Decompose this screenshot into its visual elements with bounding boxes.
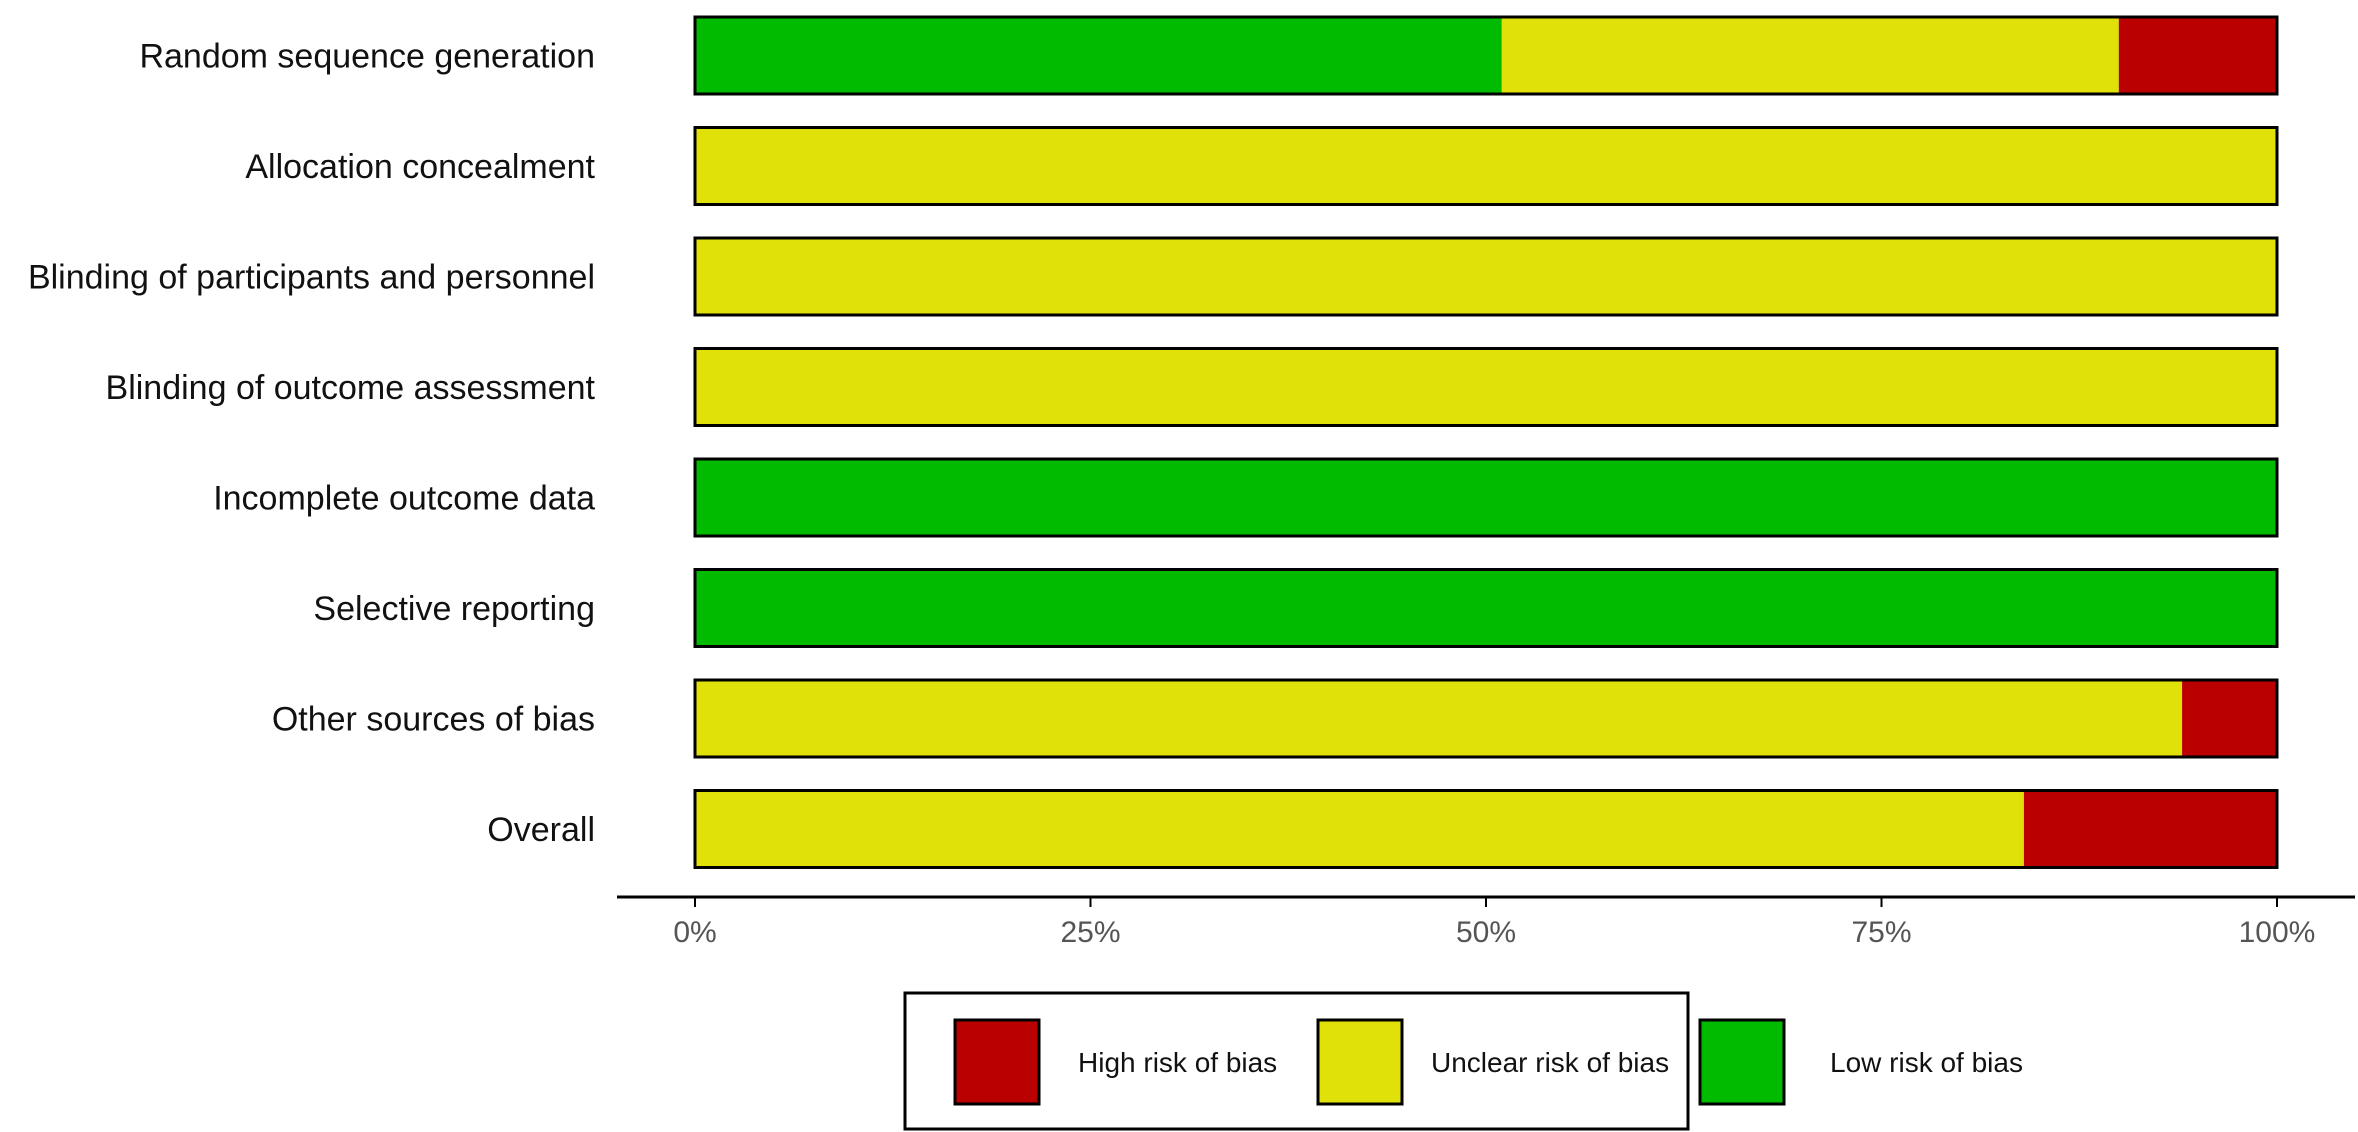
bar-segment-unclear-risk-of-bias bbox=[695, 348, 2277, 426]
legend-label-low-risk-of-bias: Low risk of bias bbox=[1830, 1047, 2023, 1078]
x-axis: 0% 25% 50% 75% 100% bbox=[617, 895, 2355, 949]
x-tick-label: 75% bbox=[1851, 916, 1911, 949]
bar-outline bbox=[693, 678, 2279, 759]
legend-swatch-unclear-risk-of-bias bbox=[1316, 1018, 1404, 1106]
bar-segment-unclear-risk-of-bias bbox=[695, 790, 2024, 868]
category-label: Blinding of outcome assessment bbox=[106, 369, 596, 407]
legend: High risk of bias Unclear risk of bias Low… bbox=[903, 991, 2023, 1131]
category-label: Allocation concealment bbox=[245, 148, 595, 186]
bar-segment-unclear-risk-of-bias bbox=[695, 680, 2183, 757]
category-label: Incomplete outcome data bbox=[213, 480, 595, 518]
category-label: Selective reporting bbox=[313, 590, 595, 628]
category-label: Overall bbox=[487, 811, 595, 849]
category-label: Other sources of bias bbox=[272, 701, 595, 739]
bar-outline bbox=[693, 789, 2279, 869]
legend-label-high-risk-of-bias: High risk of bias bbox=[1078, 1047, 1277, 1078]
bar-segment-high-risk-of-bias bbox=[2023, 790, 2277, 868]
x-tick-label: 0% bbox=[673, 916, 716, 949]
category-labels: Random sequence generation Allocation con… bbox=[28, 38, 596, 850]
bar-segment-low-risk-of-bias bbox=[695, 17, 1502, 94]
bar-segment-unclear-risk-of-bias bbox=[695, 127, 2277, 205]
legend-swatch-high-risk-of-bias bbox=[953, 1018, 1041, 1106]
bar-segment-low-risk-of-bias bbox=[695, 459, 2277, 536]
bar-segment-high-risk-of-bias bbox=[2182, 680, 2277, 757]
bar-segment-high-risk-of-bias bbox=[2118, 17, 2277, 94]
legend-label-unclear-risk-of-bias: Unclear risk of bias bbox=[1431, 1047, 1669, 1078]
bars bbox=[693, 15, 2279, 869]
bar-outline bbox=[693, 236, 2279, 317]
bar-outline bbox=[693, 457, 2279, 538]
bar-segment-low-risk-of-bias bbox=[695, 569, 2277, 647]
category-label: Blinding of participants and personnel bbox=[28, 259, 595, 297]
legend-swatch-low-risk-of-bias bbox=[1698, 1018, 1786, 1106]
bar-outline bbox=[693, 15, 2279, 96]
bar-outline bbox=[693, 347, 2279, 427]
x-tick-label: 25% bbox=[1060, 916, 1120, 949]
bar-outline bbox=[693, 568, 2279, 648]
legend-box bbox=[903, 991, 1690, 1131]
x-tick-label: 100% bbox=[2239, 916, 2316, 949]
bar-outline bbox=[693, 126, 2279, 206]
bar-segment-unclear-risk-of-bias bbox=[695, 238, 2277, 315]
x-tick-label: 50% bbox=[1456, 916, 1516, 949]
category-label: Random sequence generation bbox=[139, 38, 595, 76]
bar-segment-unclear-risk-of-bias bbox=[1501, 17, 2119, 94]
